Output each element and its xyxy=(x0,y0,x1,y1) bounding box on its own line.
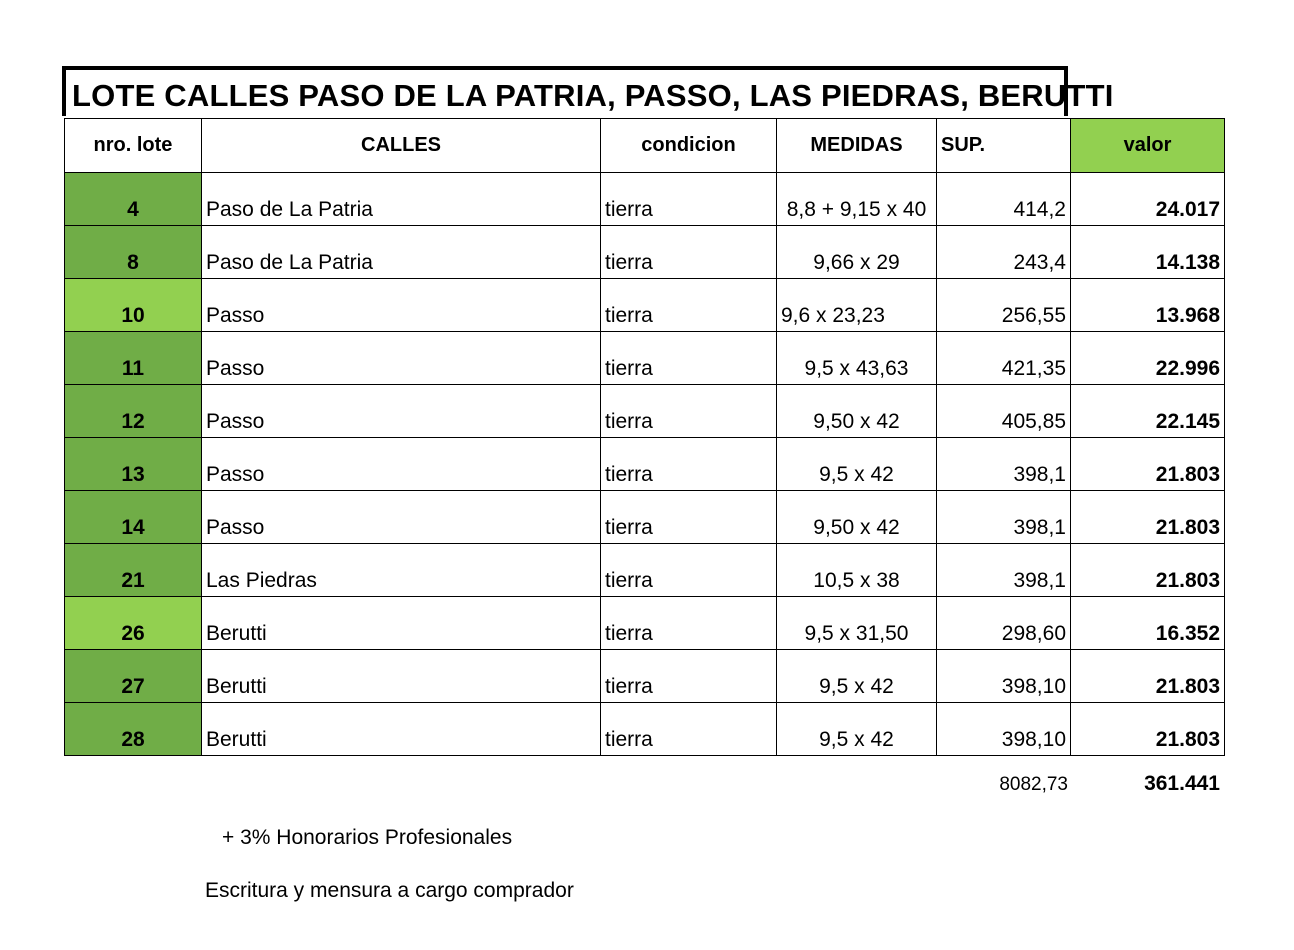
calle-cell: Passo xyxy=(201,278,601,332)
table-row: 8 Paso de La Patria tierra 9,66 x 29 243… xyxy=(64,225,1225,279)
valor-cell: 16.352 xyxy=(1070,596,1225,650)
valor-cell: 22.145 xyxy=(1070,384,1225,438)
condicion-cell: tierra xyxy=(600,172,777,226)
valor-cell: 21.803 xyxy=(1070,490,1225,544)
condicion-cell: tierra xyxy=(600,225,777,279)
medidas-cell: 10,5 x 38 xyxy=(776,543,937,597)
condicion-cell: tierra xyxy=(600,490,777,544)
header-valor: valor xyxy=(1070,118,1225,173)
table-row: 12 Passo tierra 9,50 x 42 405,85 22.145 xyxy=(64,384,1225,438)
sup-cell: 398,1 xyxy=(936,543,1071,597)
medidas-cell: 9,50 x 42 xyxy=(776,490,937,544)
medidas-cell: 9,5 x 42 xyxy=(776,702,937,756)
condicion-cell: tierra xyxy=(600,384,777,438)
calle-cell: Paso de La Patria xyxy=(201,172,601,226)
table-row: 4 Paso de La Patria tierra 8,8 + 9,15 x … xyxy=(64,172,1225,226)
lote-number-cell: 27 xyxy=(64,649,202,703)
valor-cell: 13.968 xyxy=(1070,278,1225,332)
table-row: 27 Berutti tierra 9,5 x 42 398,10 21.803 xyxy=(64,649,1225,703)
calle-cell: Paso de La Patria xyxy=(201,225,601,279)
lots-table: nro. lote CALLES condicion MEDIDAS SUP. … xyxy=(64,118,1225,756)
escritura-note: Escritura y mensura a cargo comprador xyxy=(205,879,574,902)
table-row: 13 Passo tierra 9,5 x 42 398,1 21.803 xyxy=(64,437,1225,491)
sup-cell: 405,85 xyxy=(936,384,1071,438)
table-header-row: nro. lote CALLES condicion MEDIDAS SUP. … xyxy=(64,118,1225,173)
header-sup: SUP. xyxy=(936,118,1071,173)
header-nro-lote: nro. lote xyxy=(64,118,202,173)
lote-number-cell: 8 xyxy=(64,225,202,279)
valor-cell: 24.017 xyxy=(1070,172,1225,226)
sup-cell: 398,1 xyxy=(936,437,1071,491)
medidas-cell: 9,5 x 31,50 xyxy=(776,596,937,650)
sup-cell: 256,55 xyxy=(936,278,1071,332)
lote-number-cell: 12 xyxy=(64,384,202,438)
header-calles: CALLES xyxy=(201,118,601,173)
table-row: 10 Passo tierra 9,6 x 23,23 256,55 13.96… xyxy=(64,278,1225,332)
total-sup: 8082,73 xyxy=(999,774,1068,795)
lote-number-cell: 14 xyxy=(64,490,202,544)
sup-cell: 398,10 xyxy=(936,702,1071,756)
condicion-cell: tierra xyxy=(600,437,777,491)
sup-cell: 243,4 xyxy=(936,225,1071,279)
valor-cell: 21.803 xyxy=(1070,649,1225,703)
page-title: LOTE CALLES PASO DE LA PATRIA, PASSO, LA… xyxy=(62,66,1113,116)
sup-cell: 421,35 xyxy=(936,331,1071,385)
lote-number-cell: 21 xyxy=(64,543,202,597)
table-row: 21 Las Piedras tierra 10,5 x 38 398,1 21… xyxy=(64,543,1225,597)
valor-cell: 22.996 xyxy=(1070,331,1225,385)
medidas-cell: 9,66 x 29 xyxy=(776,225,937,279)
condicion-cell: tierra xyxy=(600,331,777,385)
lote-number-cell: 28 xyxy=(64,702,202,756)
sup-cell: 398,1 xyxy=(936,490,1071,544)
calle-cell: Berutti xyxy=(201,702,601,756)
condicion-cell: tierra xyxy=(600,278,777,332)
valor-cell: 14.138 xyxy=(1070,225,1225,279)
calle-cell: Passo xyxy=(201,490,601,544)
table-row: 28 Berutti tierra 9,5 x 42 398,10 21.803 xyxy=(64,702,1225,756)
sup-cell: 398,10 xyxy=(936,649,1071,703)
valor-cell: 21.803 xyxy=(1070,543,1225,597)
honorarios-note: + 3% Honorarios Profesionales xyxy=(222,826,513,849)
calle-cell: Berutti xyxy=(201,649,601,703)
sup-cell: 414,2 xyxy=(936,172,1071,226)
calle-cell: Passo xyxy=(201,331,601,385)
medidas-cell: 8,8 + 9,15 x 40 xyxy=(776,172,937,226)
medidas-cell: 9,50 x 42 xyxy=(776,384,937,438)
total-valor: 361.441 xyxy=(1144,772,1220,795)
medidas-cell: 9,5 x 42 xyxy=(776,649,937,703)
condicion-cell: tierra xyxy=(600,702,777,756)
valor-cell: 21.803 xyxy=(1070,702,1225,756)
lote-number-cell: 11 xyxy=(64,331,202,385)
sup-cell: 298,60 xyxy=(936,596,1071,650)
table-row: 14 Passo tierra 9,50 x 42 398,1 21.803 xyxy=(64,490,1225,544)
medidas-cell: 9,6 x 23,23 xyxy=(776,278,937,332)
condicion-cell: tierra xyxy=(600,596,777,650)
condicion-cell: tierra xyxy=(600,649,777,703)
header-condicion: condicion xyxy=(600,118,777,173)
calle-cell: Las Piedras xyxy=(201,543,601,597)
calle-cell: Passo xyxy=(201,384,601,438)
calle-cell: Passo xyxy=(201,437,601,491)
valor-cell: 21.803 xyxy=(1070,437,1225,491)
header-medidas: MEDIDAS xyxy=(776,118,937,173)
medidas-cell: 9,5 x 43,63 xyxy=(776,331,937,385)
lote-number-cell: 4 xyxy=(64,172,202,226)
condicion-cell: tierra xyxy=(600,543,777,597)
medidas-cell: 9,5 x 42 xyxy=(776,437,937,491)
table-row: 26 Berutti tierra 9,5 x 31,50 298,60 16.… xyxy=(64,596,1225,650)
lote-number-cell: 13 xyxy=(64,437,202,491)
calle-cell: Berutti xyxy=(201,596,601,650)
table-row: 11 Passo tierra 9,5 x 43,63 421,35 22.99… xyxy=(64,331,1225,385)
lote-number-cell: 26 xyxy=(64,596,202,650)
lote-number-cell: 10 xyxy=(64,278,202,332)
